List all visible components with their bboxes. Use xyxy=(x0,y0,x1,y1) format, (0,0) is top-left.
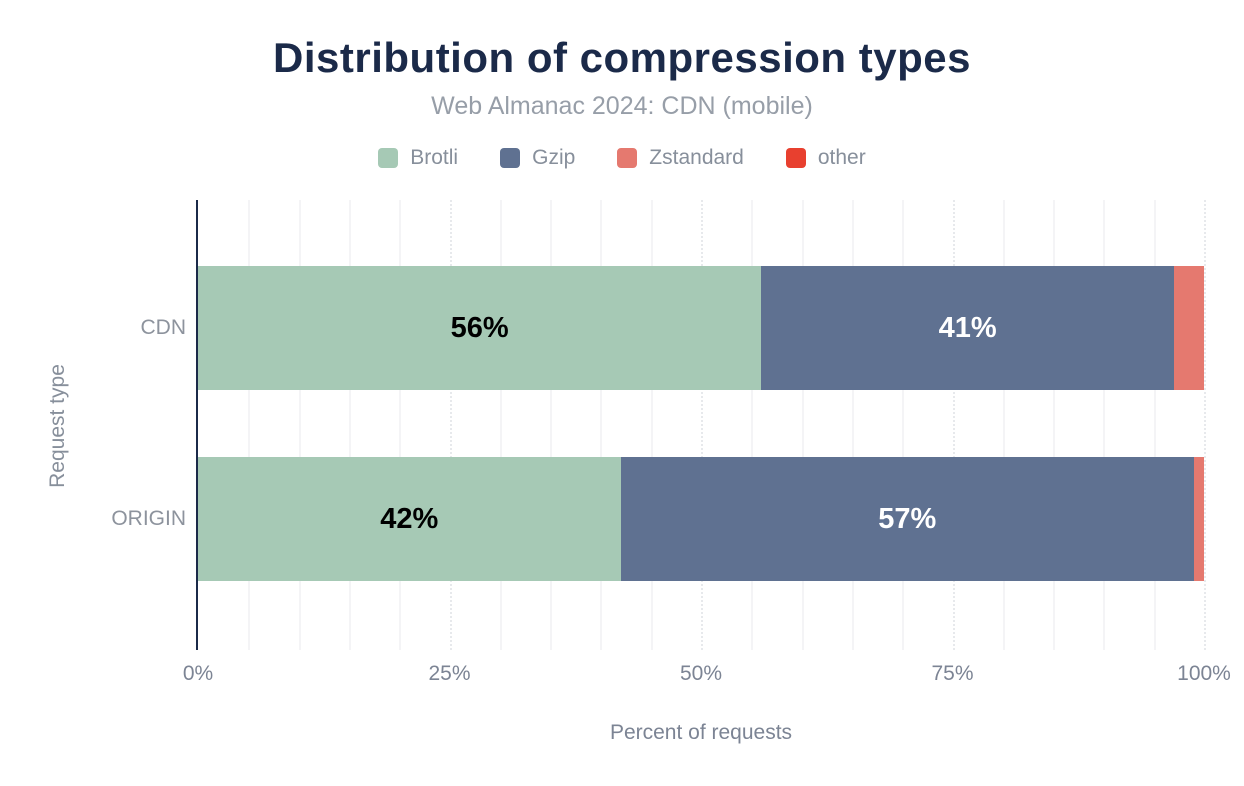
gridline-major xyxy=(1204,200,1206,650)
legend-swatch-icon xyxy=(617,148,638,168)
bar-value-label: 42% xyxy=(380,502,439,535)
legend-item-other[interactable]: other xyxy=(785,146,866,170)
gridline-minor xyxy=(600,200,603,650)
gridline-minor xyxy=(902,200,905,650)
gridline-minor xyxy=(751,200,754,650)
legend-item-brotli[interactable]: Brotli xyxy=(378,146,458,170)
bar-value-label: 41% xyxy=(938,311,997,344)
gridline-minor xyxy=(1053,200,1056,650)
category-label-cdn: CDN xyxy=(140,316,187,339)
plot-area: 56% 41% 42% 57% xyxy=(198,200,1206,650)
bar-row-origin: 42% 57% xyxy=(198,457,1204,581)
category-label-origin: ORIGIN xyxy=(111,507,186,530)
bar-segment-cdn-brotli[interactable]: 56% xyxy=(198,266,762,390)
gridline-minor xyxy=(499,200,502,650)
gridline-major xyxy=(449,200,452,650)
legend-label: other xyxy=(817,146,866,169)
y-axis-title: Request type xyxy=(46,364,69,488)
chart-title: Distribution of compression types xyxy=(273,34,971,81)
bar-segment-origin-brotli[interactable]: 42% xyxy=(198,457,621,581)
gridline-major xyxy=(701,200,703,650)
legend-label: Brotli xyxy=(410,146,459,169)
x-tick-label: 75% xyxy=(931,662,974,685)
legend-item-zstandard[interactable]: Zstandard xyxy=(617,146,744,170)
gridline-minor xyxy=(550,200,553,650)
legend-swatch-icon xyxy=(500,148,521,168)
gridline-minor xyxy=(298,200,301,650)
y-axis-line xyxy=(196,200,198,650)
bar-segment-cdn-zstandard[interactable] xyxy=(1173,266,1204,390)
gridline-minor xyxy=(1002,200,1005,650)
legend-label: Zstandard xyxy=(649,146,744,169)
bar-segment-origin-gzip[interactable]: 57% xyxy=(620,457,1194,581)
x-tick-label: 100% xyxy=(1177,662,1231,685)
gridline-minor xyxy=(399,200,402,650)
bar-value-label: 56% xyxy=(450,311,509,344)
bar-segment-cdn-gzip[interactable]: 41% xyxy=(761,266,1174,390)
legend-swatch-icon xyxy=(378,148,399,168)
gridline-minor xyxy=(1103,200,1106,650)
x-tick-label: 0% xyxy=(182,662,214,685)
x-tick-label: 50% xyxy=(679,662,723,685)
gridline-minor xyxy=(348,200,351,650)
gridline-minor xyxy=(851,200,854,650)
legend-swatch-icon xyxy=(785,148,806,168)
gridline-minor xyxy=(801,200,804,650)
gridline-minor xyxy=(650,200,653,650)
legend-item-gzip[interactable]: Gzip xyxy=(500,146,575,170)
gridline-minor xyxy=(248,200,251,650)
bar-row-cdn: 56% 41% xyxy=(198,266,1204,390)
gridline-minor xyxy=(1153,200,1156,650)
gridline-major xyxy=(952,200,955,650)
legend-label: Gzip xyxy=(532,146,576,169)
bar-segment-origin-zstandard[interactable] xyxy=(1193,457,1204,581)
chart-subtitle: Web Almanac 2024: CDN (mobile) xyxy=(431,92,813,120)
x-tick-label: 25% xyxy=(428,662,471,685)
x-axis-title: Percent of requests xyxy=(609,721,793,744)
legend: Brotli Gzip Zstandard other xyxy=(0,146,1244,170)
bar-value-label: 57% xyxy=(878,502,937,535)
